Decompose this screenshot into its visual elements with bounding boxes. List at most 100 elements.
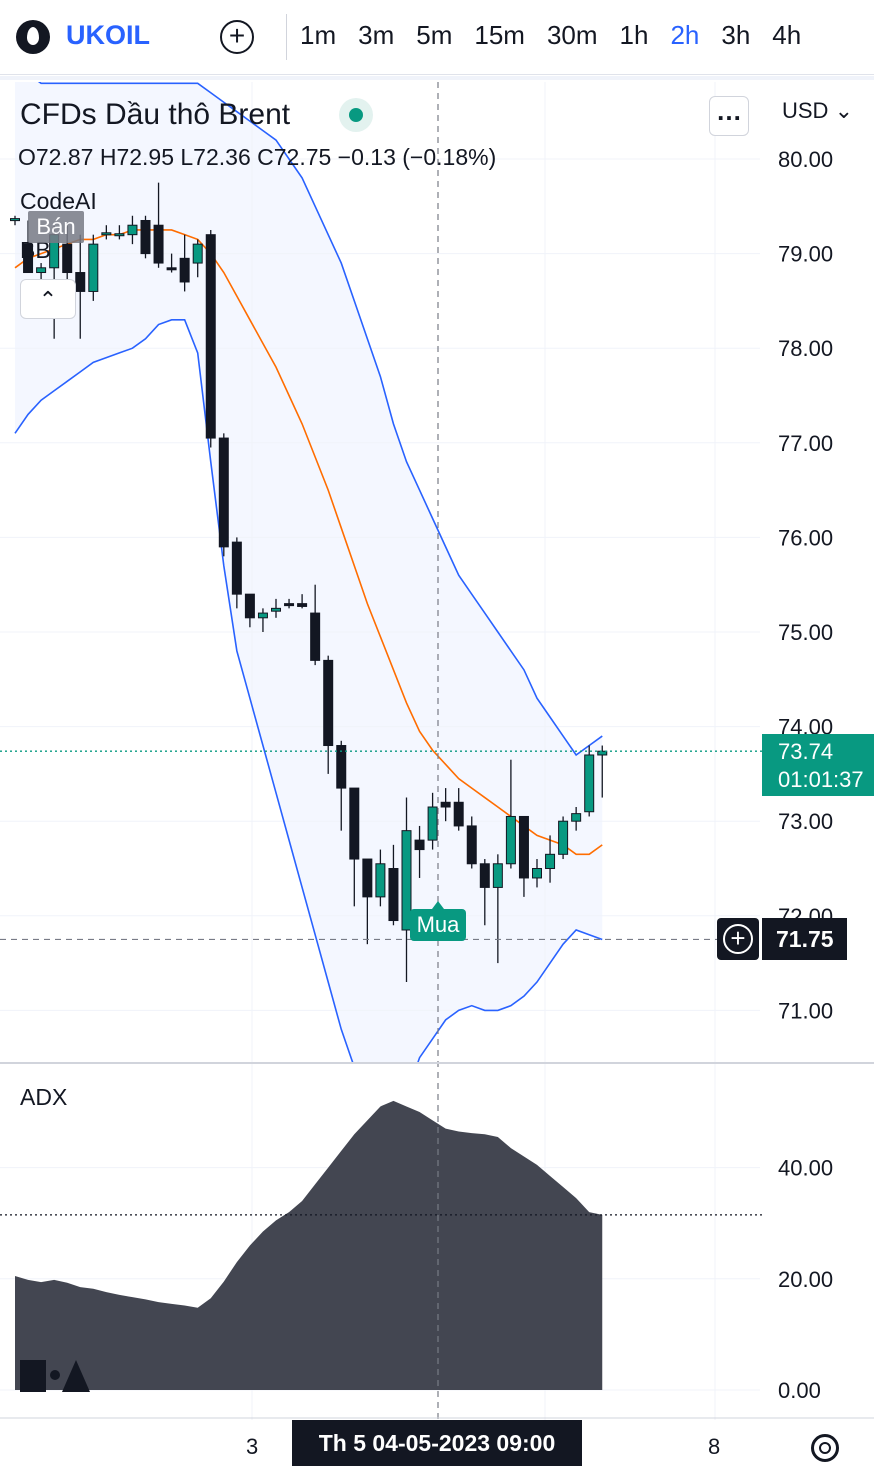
last-price-value: 73.74: [778, 739, 834, 764]
candle-body: [492, 863, 503, 888]
y-axis-tick: 78.00: [778, 336, 833, 361]
candle-body: [466, 825, 477, 865]
candle-body: [75, 272, 86, 292]
candle-body: [114, 233, 125, 237]
y-axis-tick: 77.00: [778, 431, 833, 456]
interval-1h[interactable]: 1h: [619, 20, 649, 50]
bollinger-band-fill: [15, 82, 603, 1062]
settings-gear-icon[interactable]: [811, 1434, 839, 1462]
adx-pane-title: ADX: [20, 1084, 68, 1110]
candle-body: [88, 243, 99, 292]
candle-body: [440, 801, 451, 808]
toolbar-divider: [286, 14, 287, 60]
chevron-up-icon: ⌃: [38, 287, 58, 312]
candle-body: [284, 603, 295, 607]
candle-body: [518, 815, 529, 879]
interval-1m[interactable]: 1m: [300, 20, 337, 50]
candle-body: [584, 754, 595, 813]
candle-body: [23, 243, 34, 274]
interval-4h[interactable]: 4h: [772, 20, 802, 50]
candle-body: [414, 839, 425, 851]
candle-body: [179, 257, 190, 283]
candle-body: [558, 820, 569, 855]
add-alert-plus-icon[interactable]: [717, 918, 759, 960]
ohlc-readout: O72.87 H72.95 L72.36 C72.75 −0.13 (−0.18…: [18, 144, 497, 170]
y-axis-tick: 71.00: [778, 998, 833, 1023]
symbol-name[interactable]: UKOIL: [66, 20, 150, 50]
candle-body: [153, 224, 164, 264]
candle-body: [231, 541, 242, 595]
y-axis-tick: 79.00: [778, 242, 833, 267]
interval-3h[interactable]: 3h: [721, 20, 751, 50]
candle-body: [571, 813, 582, 822]
top-toolbar: UKOIL + 1m 3m 5m 15m 30m 1h 2h 3h 4h: [0, 0, 874, 75]
interval-30m[interactable]: 30m: [546, 20, 598, 50]
candle-body: [362, 858, 373, 898]
interval-2h[interactable]: 2h: [670, 20, 700, 50]
candle-body: [62, 243, 73, 274]
candle-body: [532, 868, 542, 879]
candle-body: [349, 787, 360, 860]
y-axis-tick: 75.00: [778, 620, 833, 645]
candle-body: [36, 267, 47, 274]
interval-selector: 1m 3m 5m 15m 30m 1h 2h 3h 4h: [300, 20, 823, 51]
candle-body: [453, 801, 464, 827]
bollinger-upper-line: [37, 82, 603, 757]
adx-axis-tick: 0.00: [778, 1378, 821, 1403]
market-status-icon: [339, 98, 373, 132]
candle-body: [310, 612, 321, 661]
candle-body: [375, 863, 386, 898]
interval-15m[interactable]: 15m: [474, 20, 525, 50]
candle-body: [597, 750, 608, 756]
candle-body: [388, 868, 399, 922]
candle-body: [323, 659, 334, 747]
candle-body: [192, 243, 203, 264]
candle-body: [479, 863, 490, 888]
y-axis-tick: 73.00: [778, 809, 833, 834]
crosshair-time-tag: Th 5 04-05-2023 09:00: [292, 1420, 582, 1466]
candle-body: [244, 593, 255, 619]
bar-countdown: 01:01:37: [778, 767, 864, 792]
candle-body: [297, 603, 308, 607]
x-axis-tick: 8: [708, 1434, 721, 1459]
candle-body: [545, 853, 556, 869]
interval-5m[interactable]: 5m: [416, 20, 453, 50]
more-options-button[interactable]: …: [709, 96, 749, 136]
indicator-codeai[interactable]: CodeAI: [20, 188, 97, 214]
candle-body: [101, 232, 112, 236]
adx-axis-tick: 20.00: [778, 1267, 833, 1292]
chart-title: CFDs Dầu thô Brent: [20, 98, 291, 131]
candle-body: [10, 218, 20, 222]
currency-selector[interactable]: USD ⌄: [782, 98, 853, 123]
candle-body: [271, 607, 281, 612]
candle-body: [205, 234, 216, 439]
pane-border: [0, 76, 874, 80]
y-axis-tick: 76.00: [778, 525, 833, 550]
adx-axis-tick: 40.00: [778, 1156, 833, 1181]
y-axis-tick: 80.00: [778, 147, 833, 172]
bollinger-lower-line: [14, 319, 603, 1062]
x-axis-tick: 3: [246, 1434, 259, 1459]
candle-body: [218, 437, 229, 548]
candle-body: [505, 815, 516, 865]
candle-body: [140, 219, 151, 255]
buy-signal-badge: Mua: [410, 901, 466, 941]
collapse-legend-button[interactable]: ⌃: [20, 279, 76, 319]
interval-3m[interactable]: 3m: [358, 20, 395, 50]
candle-body: [427, 806, 438, 841]
tradingview-logo[interactable]: [20, 1360, 90, 1392]
bollinger-basis-line: [14, 229, 603, 856]
last-price-tag: 73.74 01:01:37: [762, 734, 874, 796]
sell-signal-badge: Bán: [28, 211, 84, 243]
oil-drop-icon: [16, 20, 50, 54]
candle-body: [401, 830, 412, 931]
add-symbol-button[interactable]: +: [220, 20, 254, 54]
candle-body: [127, 224, 138, 236]
candle-body: [336, 745, 347, 789]
candle-body: [257, 612, 268, 619]
adx-area: [15, 1100, 603, 1390]
crosshair-price-tag: 71.75: [762, 918, 847, 960]
candle-body: [166, 267, 177, 271]
currency-label: USD: [782, 98, 829, 123]
